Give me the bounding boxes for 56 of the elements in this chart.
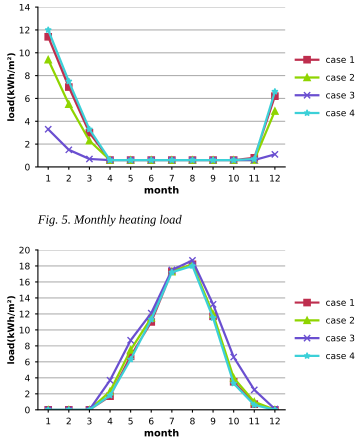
caption: Fig. 5. Monthly heating load [38, 214, 182, 226]
legend-label: case 2 [326, 316, 354, 324]
legend-label: case 1 [326, 56, 354, 63]
legend-label: case 4 [326, 352, 354, 360]
x-tick-label: 2 [66, 418, 71, 424]
x-tick-label: 9 [210, 418, 216, 424]
y-tick-label: 14 [20, 294, 30, 302]
x-tick-label: 11 [250, 174, 260, 182]
legend-label: case 2 [326, 74, 354, 81]
x-tick-label: 11 [250, 418, 260, 424]
x-axis-title: month [144, 428, 178, 436]
x-axis-title: month [144, 186, 178, 194]
y-tick-label: 8 [25, 72, 30, 80]
x-tick-label: 7 [170, 418, 174, 424]
y-tick-label: 8 [25, 342, 30, 350]
legend-label: case 3 [326, 334, 354, 342]
y-tick-label: 12 [20, 26, 30, 34]
y-tick-label: 2 [25, 140, 30, 148]
y-tick-label: 18 [20, 262, 30, 270]
x-tick-label: 10 [228, 418, 239, 424]
x-tick-label: 3 [87, 174, 92, 182]
x-tick-label: 2 [66, 174, 71, 182]
legend-label: case 4 [326, 110, 354, 116]
y-tick-label: 6 [25, 358, 30, 366]
x-tick-label: 7 [170, 174, 174, 182]
x-tick-label: 6 [149, 418, 154, 424]
x-tick-label: 12 [270, 174, 280, 182]
y-tick-label: 0 [25, 164, 30, 170]
x-tick-label: 10 [228, 174, 239, 182]
x-tick-label: 1 [46, 174, 50, 182]
legend-label: case 3 [326, 92, 354, 99]
x-tick-label: 12 [270, 418, 280, 424]
x-tick-label: 3 [87, 418, 92, 424]
y-tick-label: 14 [20, 4, 30, 11]
x-tick-label: 1 [46, 418, 50, 424]
x-tick-label: 8 [190, 174, 195, 182]
legend-label: case 1 [326, 299, 354, 306]
y-axis-title: load(kWh/m²) [7, 53, 16, 121]
x-tick-label: 6 [149, 174, 154, 182]
x-tick-label: 8 [190, 418, 195, 424]
y-axis-title: load(kWh/m²) [7, 296, 16, 364]
y-tick-label: 12 [20, 310, 30, 318]
x-tick-label: 4 [108, 418, 112, 424]
y-tick-label: 10 [20, 326, 30, 334]
y-tick-label: 6 [25, 95, 30, 102]
y-tick-label: 0 [25, 406, 30, 414]
y-tick-label: 4 [24, 374, 30, 382]
y-tick-label: 10 [20, 50, 30, 56]
y-tick-label: 4 [24, 118, 30, 125]
y-tick-label: 2 [25, 390, 30, 398]
y-tick-label: 20 [19, 246, 30, 254]
y-tick-label: 16 [20, 278, 30, 286]
x-tick-label: 5 [128, 174, 133, 182]
x-tick-label: 4 [108, 174, 112, 182]
x-tick-label: 5 [128, 418, 133, 424]
x-tick-label: 9 [210, 174, 216, 182]
